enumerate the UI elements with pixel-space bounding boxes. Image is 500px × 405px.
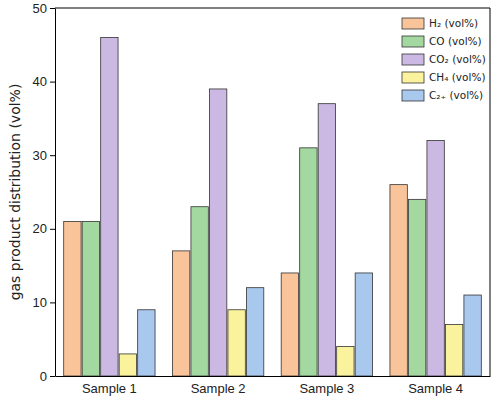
y-tick-label: 0 xyxy=(40,369,47,384)
y-tick-label: 40 xyxy=(33,74,47,89)
legend-label: CH₄ (vol%) xyxy=(429,71,486,83)
y-tick-mark xyxy=(50,155,55,156)
y-tick-label: 10 xyxy=(33,295,47,310)
bar xyxy=(138,310,155,376)
bar xyxy=(228,310,245,376)
chart: 01020304050Sample 1Sample 2Sample 3Sampl… xyxy=(0,0,500,405)
legend-swatch xyxy=(402,18,424,29)
x-tick-label: Sample 4 xyxy=(408,381,463,396)
y-tick: 20 xyxy=(33,221,55,236)
bar xyxy=(191,207,208,376)
x-tick-label: Sample 3 xyxy=(299,381,354,396)
y-tick-label: 30 xyxy=(33,148,47,163)
bar xyxy=(82,221,99,376)
legend-swatch xyxy=(402,72,424,83)
bar xyxy=(464,295,481,376)
y-axis-line xyxy=(55,9,56,377)
legend-label: C₂₊ (vol%) xyxy=(429,89,483,101)
y-tick: 30 xyxy=(33,148,55,163)
x-tick: Sample 1 xyxy=(82,376,137,396)
y-tick-label: 50 xyxy=(33,1,47,16)
y-tick: 10 xyxy=(33,295,55,310)
legend-label: CO (vol%) xyxy=(429,35,482,47)
bar xyxy=(355,273,372,376)
y-tick-mark xyxy=(50,8,55,9)
y-tick: 40 xyxy=(33,74,55,89)
bar xyxy=(445,324,462,376)
bar xyxy=(300,148,317,376)
bar xyxy=(246,288,263,376)
bar xyxy=(337,347,354,376)
y-tick-mark xyxy=(50,229,55,230)
x-tick: Sample 3 xyxy=(299,376,354,396)
bar xyxy=(427,140,444,376)
y-tick-mark xyxy=(50,82,55,83)
legend-swatch xyxy=(402,90,424,101)
y-axis-title: gas product distribution (vol%) xyxy=(7,84,23,301)
x-tick: Sample 4 xyxy=(408,376,463,396)
bar xyxy=(119,354,136,376)
y-tick-mark xyxy=(50,376,55,377)
y-tick: 0 xyxy=(40,369,55,384)
x-axis: Sample 1 Sample 2 Sample 3 Sample 4 xyxy=(56,376,491,396)
x-tick-label: Sample 2 xyxy=(191,381,246,396)
bar xyxy=(209,89,226,376)
bar xyxy=(101,37,118,376)
y-axis: 0 10 20 30 40 50 xyxy=(33,1,56,384)
legend-swatch xyxy=(402,54,424,65)
bar xyxy=(390,185,407,376)
legend-label: CO₂ (vol%) xyxy=(429,53,486,65)
bar xyxy=(408,199,425,376)
bar xyxy=(281,273,298,376)
frame xyxy=(55,8,490,376)
x-tick-label: Sample 1 xyxy=(82,381,137,396)
y-tick-mark xyxy=(50,302,55,303)
bars xyxy=(64,37,482,376)
x-axis-line xyxy=(56,376,491,377)
y-tick-label: 20 xyxy=(33,221,47,236)
bar xyxy=(318,104,335,376)
bar xyxy=(64,221,81,376)
legend: H₂ (vol%) CO (vol%) CO₂ (vol%) CH₄ (vol%) C₂… xyxy=(402,17,486,101)
y-tick: 50 xyxy=(33,1,55,16)
x-tick: Sample 2 xyxy=(191,376,246,396)
bar xyxy=(172,251,189,376)
legend-label: H₂ (vol%) xyxy=(429,17,478,29)
legend-swatch xyxy=(402,36,424,47)
